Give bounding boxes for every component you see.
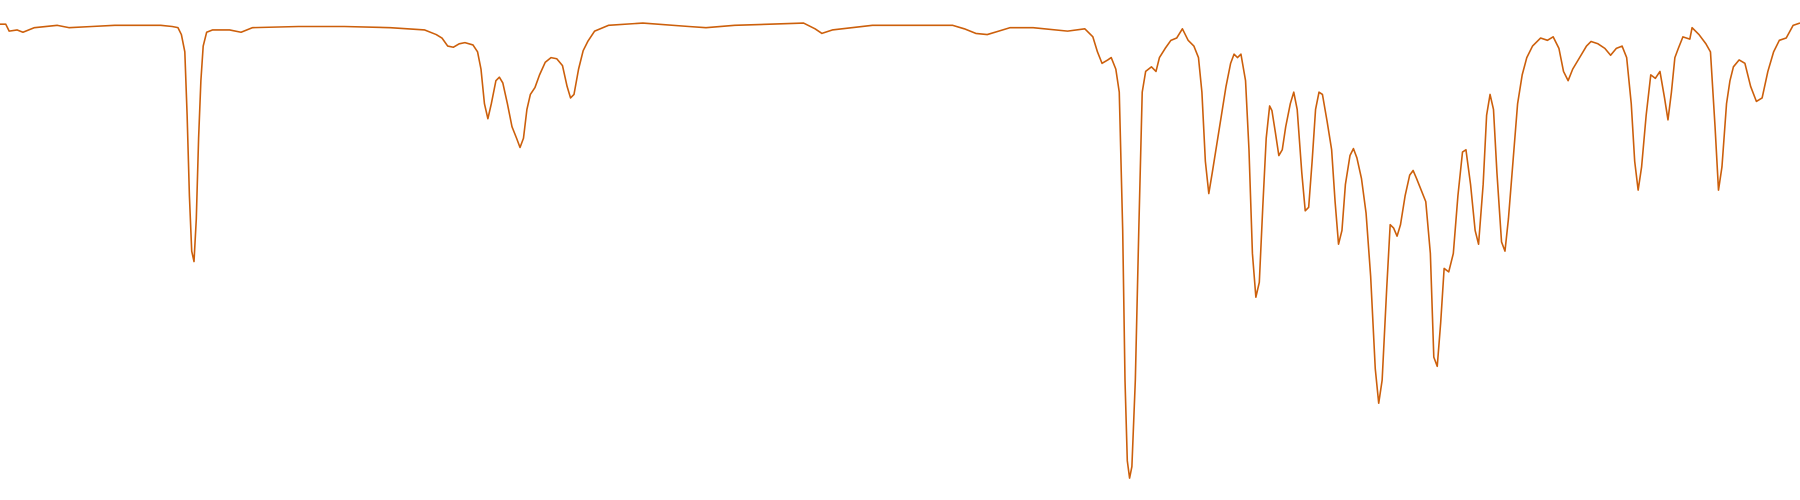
spectrum-line [0,22,1800,479]
